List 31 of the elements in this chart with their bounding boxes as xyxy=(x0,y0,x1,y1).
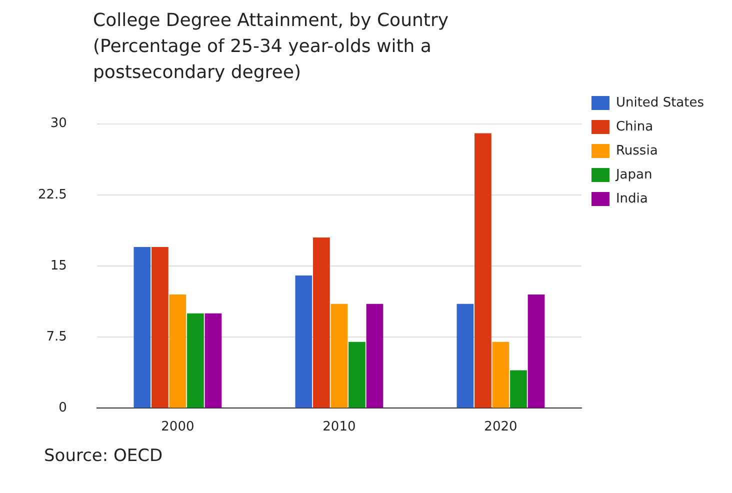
bar xyxy=(169,294,186,408)
bar xyxy=(204,313,222,408)
legend-label: India xyxy=(616,191,648,206)
bar xyxy=(348,342,366,408)
chart-subtitle: (Percentage of 25-34 year-olds with a postsecondary degree) xyxy=(92,35,432,85)
bar xyxy=(474,133,492,408)
x-tick-label: 2020 xyxy=(484,419,518,434)
bar xyxy=(492,342,510,408)
chart-title: College Degree Attainment, by Country xyxy=(92,9,450,33)
y-tick-label: 22.5 xyxy=(38,187,67,202)
source-note: Source: OECD xyxy=(43,446,164,466)
legend-label: United States xyxy=(616,95,704,110)
bar xyxy=(510,370,527,408)
y-tick-label: 0 xyxy=(58,400,67,416)
bar xyxy=(528,294,545,408)
y-tick-label: 7.5 xyxy=(46,329,67,344)
y-tick-label: 30 xyxy=(50,116,67,132)
y-tick-label: 15 xyxy=(50,258,67,274)
legend-label: China xyxy=(616,119,654,134)
x-tick-label: 2000 xyxy=(161,419,194,434)
legend-label: Russia xyxy=(616,143,658,158)
bar xyxy=(366,304,384,408)
bar xyxy=(151,247,168,408)
x-tick-label: 2010 xyxy=(322,419,356,434)
bar xyxy=(134,247,151,408)
bar xyxy=(456,304,474,408)
bar xyxy=(187,313,204,408)
bar xyxy=(313,238,330,408)
bar xyxy=(330,304,348,408)
bar xyxy=(295,275,312,408)
legend-label: Japan xyxy=(614,167,652,182)
